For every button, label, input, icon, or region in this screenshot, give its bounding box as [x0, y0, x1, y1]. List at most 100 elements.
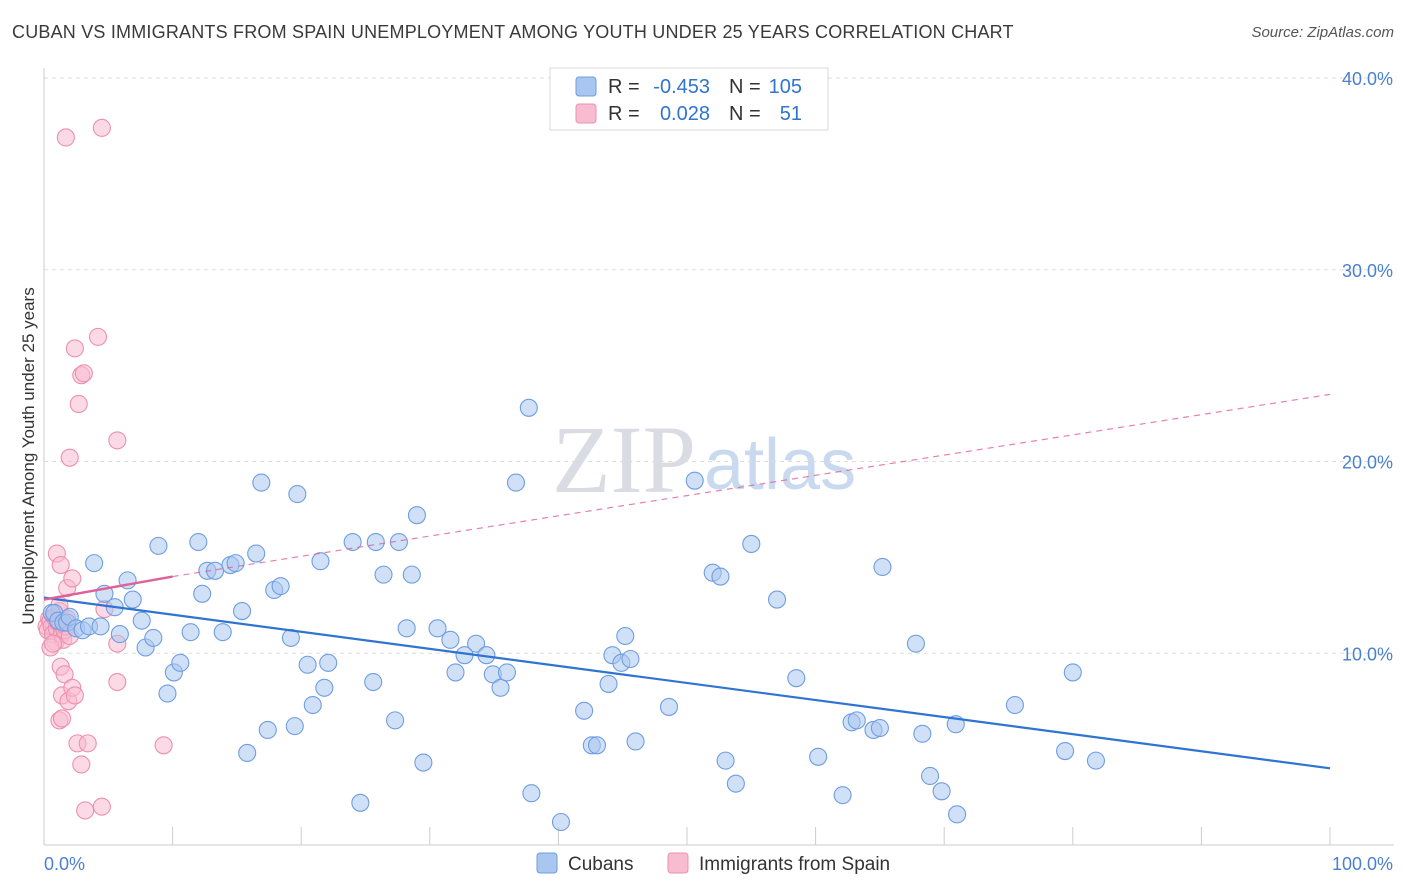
cuban-point — [1063, 663, 1082, 682]
cuban-point — [616, 626, 635, 646]
cuban-point — [809, 747, 828, 766]
cuban-point — [132, 611, 151, 630]
cuban-point — [948, 805, 967, 824]
cuban-point — [238, 743, 257, 763]
cuban-point — [621, 649, 640, 669]
spain-point — [52, 709, 72, 728]
legend-n-value-1: 105 — [769, 76, 802, 98]
cuban-point — [397, 619, 416, 638]
spain-point — [60, 448, 79, 467]
cuban-point — [386, 711, 405, 730]
source-label: Source: ZipAtlas.com — [1251, 24, 1394, 41]
cuban-point — [414, 753, 433, 772]
cuban-point — [149, 536, 168, 555]
spain-point — [92, 797, 111, 816]
cuban-point — [906, 634, 925, 653]
legend-r-value-1: -0.453 — [653, 76, 710, 98]
cuban-point — [921, 766, 940, 786]
spain-point — [55, 665, 74, 684]
bottom-legend-swatch-spain — [667, 852, 689, 874]
trend-lines — [43, 393, 1331, 770]
cuban-point — [123, 590, 142, 609]
cuban-point — [551, 812, 571, 832]
spain-point — [43, 634, 63, 653]
legend-r-label-1: R = — [608, 76, 640, 98]
cuban-point — [446, 663, 465, 682]
cuban-point — [402, 565, 421, 584]
cuban-point — [171, 653, 190, 672]
cuban-point — [213, 623, 232, 642]
cuban-point — [288, 485, 307, 504]
cuban-point — [833, 786, 852, 805]
cuban-point — [767, 590, 787, 609]
y-tick-label: 20.0% — [1342, 453, 1393, 473]
cuban-point — [519, 398, 538, 417]
cuban-point — [311, 552, 330, 571]
cuban-point — [599, 674, 618, 693]
cuban-point — [685, 471, 704, 490]
legend-n-label-2: N = — [729, 103, 761, 125]
cuban-point — [364, 672, 383, 692]
cuban-point — [85, 554, 104, 573]
correlation-legend: R = -0.453 N = 105 R = 0.028 N = 51 — [549, 67, 829, 131]
cuban-point — [441, 630, 460, 649]
cuban-point — [913, 724, 932, 743]
cuban-point — [407, 506, 426, 525]
cuban-point — [847, 711, 866, 730]
cuban-point — [716, 751, 735, 770]
legend-n-value-2: 51 — [780, 103, 802, 125]
cuban-point — [258, 720, 277, 740]
x-tick-label: 0.0% — [44, 854, 85, 874]
legend-n-label-1: N = — [729, 76, 761, 98]
bottom-legend-swatch-cubans — [536, 852, 558, 874]
spain-point — [78, 734, 97, 753]
spain-point — [74, 364, 93, 383]
cuban-point — [271, 577, 290, 596]
spain-point — [51, 555, 70, 575]
cuban-point — [932, 782, 951, 801]
cuban-point — [226, 554, 245, 573]
spain-point — [65, 686, 84, 705]
cuban-point — [626, 732, 645, 751]
cuban-point — [506, 473, 526, 492]
x-tick-label: 100.0% — [1332, 854, 1393, 874]
cuban-point — [189, 532, 208, 552]
watermark-atlas: atlas — [704, 425, 856, 505]
cuban-point — [193, 584, 212, 603]
cuban-point — [366, 532, 385, 552]
cubans-trend-line — [43, 596, 1331, 770]
y-axis-title: Unemployment Among Youth under 25 years — [19, 287, 38, 624]
cuban-point — [319, 653, 338, 672]
cuban-point — [374, 565, 393, 584]
spain-point — [108, 672, 127, 692]
tick-labels: 10.0% 20.0% 30.0% 40.0% 0.0% 100.0% — [44, 69, 1393, 874]
spain-point — [72, 755, 91, 774]
axes — [43, 68, 1394, 846]
cuban-point — [587, 736, 607, 755]
spain-point — [92, 118, 111, 137]
cuban-point — [873, 557, 892, 577]
cuban-point — [491, 678, 510, 697]
spain-point — [88, 327, 108, 346]
legend-r-label-2: R = — [608, 103, 640, 125]
cuban-point — [110, 625, 129, 644]
cuban-point — [1056, 741, 1075, 761]
cuban-point — [742, 534, 761, 554]
cuban-point — [351, 793, 370, 812]
cuban-point — [497, 663, 517, 682]
cuban-point — [158, 684, 177, 703]
cuban-point — [303, 695, 322, 715]
spain-point — [63, 569, 82, 588]
spain-point — [65, 339, 84, 358]
cuban-point — [726, 774, 745, 793]
cuban-point — [659, 697, 679, 716]
y-tick-label: 40.0% — [1342, 69, 1393, 89]
cuban-point — [298, 655, 317, 674]
cuban-point — [1005, 695, 1024, 715]
cuban-point — [522, 784, 541, 803]
spain-trend-line-solid — [43, 575, 173, 601]
bottom-legend-cubans: Cubans — [568, 854, 634, 875]
spain-point — [154, 736, 173, 755]
cuban-point — [252, 473, 271, 492]
